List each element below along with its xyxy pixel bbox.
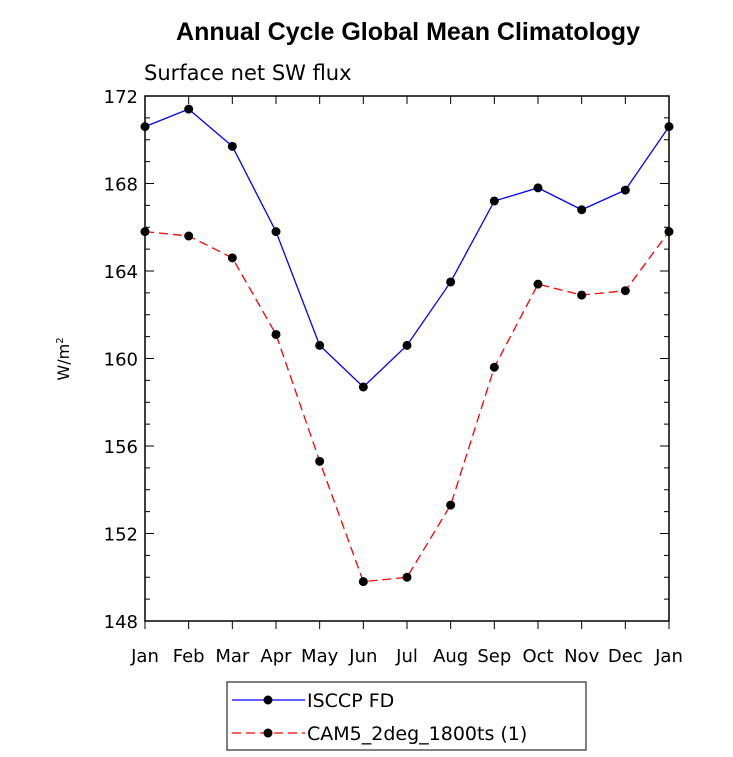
chart-subtitle: Surface net SW flux bbox=[144, 61, 352, 85]
x-tick-label: Dec bbox=[608, 646, 643, 667]
legend-box bbox=[226, 681, 587, 751]
data-point bbox=[358, 382, 368, 392]
y-tick-label: 172 bbox=[104, 87, 138, 108]
x-tick-label: Jan bbox=[130, 646, 159, 667]
data-point bbox=[271, 329, 281, 339]
data-point bbox=[446, 500, 456, 510]
y-tick-labels: 148 152 156 160 164 168 172 bbox=[104, 87, 138, 633]
data-point bbox=[402, 572, 412, 582]
y-tick-label: 164 bbox=[104, 262, 138, 283]
x-tick-label: Jul bbox=[395, 646, 418, 667]
x-tick-label: Nov bbox=[564, 646, 599, 667]
y-tick-label: 160 bbox=[104, 350, 138, 371]
x-tick-label: Jun bbox=[348, 646, 377, 667]
x-tick-label: Mar bbox=[215, 646, 250, 667]
data-point bbox=[315, 340, 325, 350]
data-point bbox=[184, 104, 194, 114]
legend-label-2: CAM5_2deg_1800ts (1) bbox=[307, 723, 527, 745]
chart-title: Annual Cycle Global Mean Climatology bbox=[176, 18, 640, 46]
plot-area bbox=[140, 104, 674, 587]
y-tick-label: 148 bbox=[104, 612, 138, 633]
data-point bbox=[489, 362, 499, 372]
legend-label-1: ISCCP FD bbox=[307, 690, 394, 712]
x-tick-label: Aug bbox=[433, 646, 468, 667]
data-point bbox=[620, 185, 630, 195]
data-point bbox=[184, 231, 194, 241]
y-axis-label-superscript: 2 bbox=[55, 337, 66, 343]
series-2 bbox=[140, 227, 674, 587]
legend-marker-1 bbox=[263, 695, 273, 705]
data-point bbox=[315, 456, 325, 466]
legend: ISCCP FD CAM5_2deg_1800ts (1) bbox=[226, 681, 587, 751]
data-point bbox=[489, 196, 499, 206]
data-point bbox=[533, 183, 543, 193]
data-point bbox=[577, 290, 587, 300]
legend-marker-2 bbox=[263, 728, 273, 738]
series-2-line bbox=[144, 230, 670, 583]
y-axis-label: W/m2 bbox=[54, 337, 73, 380]
data-point bbox=[620, 286, 630, 296]
data-point bbox=[227, 141, 237, 151]
plot-frame bbox=[144, 95, 670, 622]
x-tick-labels: Jan Feb Mar Apr May Jun Jul Aug Sep Oct Nov Dec Jan bbox=[130, 646, 683, 667]
x-tick-label: Sep bbox=[477, 646, 511, 667]
data-point bbox=[358, 577, 368, 587]
x-tick-label: Apr bbox=[260, 646, 292, 667]
y-axis-label-text: W/m bbox=[54, 344, 73, 381]
x-tick-label: Feb bbox=[173, 646, 205, 667]
data-point bbox=[533, 279, 543, 289]
x-tick-label: May bbox=[301, 646, 339, 667]
series-1 bbox=[140, 104, 674, 392]
y-tick-label: 152 bbox=[104, 525, 138, 546]
x-tick-label: Oct bbox=[522, 646, 553, 667]
data-point bbox=[227, 253, 237, 263]
y-tick-label: 156 bbox=[104, 437, 138, 458]
data-point bbox=[271, 227, 281, 237]
data-point bbox=[446, 277, 456, 287]
data-point bbox=[402, 340, 412, 350]
y-tick-label: 168 bbox=[104, 175, 138, 196]
axes bbox=[144, 95, 670, 629]
data-point bbox=[577, 205, 587, 215]
x-tick-label: Jan bbox=[654, 646, 683, 667]
